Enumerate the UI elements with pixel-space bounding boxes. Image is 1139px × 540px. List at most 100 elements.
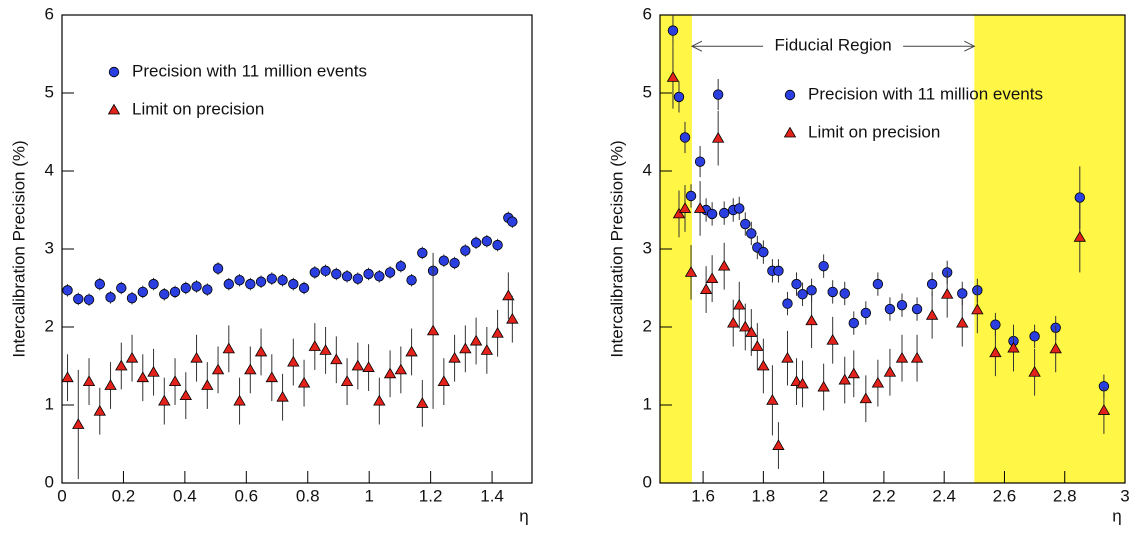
- data-point: [827, 286, 838, 298]
- data-point: [116, 282, 127, 294]
- data-point: [817, 380, 830, 392]
- data-point: [277, 275, 288, 286]
- arrow-head: [964, 40, 976, 52]
- data-point: [910, 351, 924, 363]
- data-point: [125, 351, 139, 363]
- data-point: [884, 303, 896, 315]
- data-point: [838, 373, 851, 385]
- data-point: [449, 257, 460, 269]
- data-point: [374, 271, 385, 282]
- data-point: [426, 324, 440, 336]
- data-point: [373, 394, 386, 406]
- data-point: [244, 363, 257, 375]
- data-point: [739, 320, 752, 332]
- y-tick-label: 3: [45, 238, 54, 257]
- data-point: [158, 394, 171, 406]
- data-point: [223, 278, 235, 290]
- x-tick-label: 2.8: [1053, 486, 1077, 505]
- data-point: [839, 288, 850, 299]
- x-tick-label: 2.4: [932, 486, 956, 505]
- data-point: [480, 344, 494, 355]
- data-point: [699, 283, 713, 294]
- data-point: [211, 363, 225, 375]
- data-point: [136, 371, 149, 383]
- data-point: [481, 235, 493, 247]
- x-tick-label: 2: [819, 486, 828, 505]
- data-point: [745, 326, 758, 337]
- data-point: [666, 71, 680, 82]
- y-tick-label: 4: [643, 160, 652, 179]
- data-point: [781, 351, 794, 363]
- legend-marker: [783, 126, 797, 138]
- data-point: [460, 245, 471, 256]
- data-point: [383, 367, 397, 379]
- y-tick-label: 2: [643, 316, 652, 335]
- data-point: [308, 340, 322, 351]
- data-point: [941, 287, 954, 299]
- data-point: [297, 376, 311, 388]
- data-point: [506, 312, 519, 324]
- data-point: [684, 266, 698, 277]
- data-point: [1074, 192, 1085, 203]
- x-tick-label: 1: [364, 486, 373, 505]
- data-point: [740, 218, 751, 230]
- data-point: [1097, 404, 1111, 415]
- x-tick-label: 0.2: [112, 486, 136, 505]
- x-tick-label: 2.2: [872, 486, 896, 505]
- data-point: [1029, 331, 1040, 342]
- data-point: [169, 286, 181, 298]
- data-point: [351, 359, 365, 371]
- y-tick-label: 6: [643, 4, 652, 23]
- data-point: [245, 278, 256, 290]
- data-point: [179, 389, 192, 401]
- y-tick-label: 2: [45, 316, 54, 335]
- data-point: [746, 228, 757, 239]
- data-point: [255, 276, 267, 287]
- data-point: [288, 278, 299, 290]
- data-point: [352, 273, 364, 284]
- arrow-head: [690, 40, 703, 52]
- data-point: [254, 345, 268, 357]
- x-tick-label: 2.6: [993, 486, 1017, 505]
- y-axis-label: Intercalibration Precision (%): [9, 140, 28, 357]
- data-point: [911, 303, 923, 315]
- data-point: [190, 351, 203, 363]
- data-point: [1073, 231, 1086, 242]
- data-point: [733, 298, 746, 310]
- data-point: [956, 316, 969, 328]
- data-point: [459, 342, 472, 354]
- data-point: [94, 278, 105, 290]
- data-point: [790, 375, 803, 387]
- x-tick-label: 0.4: [173, 486, 197, 505]
- data-point: [201, 379, 214, 390]
- data-point: [234, 275, 245, 286]
- data-point: [727, 316, 740, 328]
- data-point: [448, 351, 461, 363]
- data-point: [159, 289, 170, 300]
- data-point: [104, 379, 117, 390]
- data-point: [872, 278, 884, 290]
- data-point: [341, 271, 353, 282]
- data-point: [115, 359, 128, 371]
- data-point: [705, 272, 719, 284]
- data-point: [847, 367, 860, 379]
- data-point: [137, 286, 148, 298]
- y-tick-label: 0: [45, 472, 54, 491]
- y-tick-label: 6: [45, 4, 54, 23]
- y-axis-label: Intercalibration Precision (%): [607, 140, 626, 357]
- data-point: [438, 255, 450, 266]
- data-point: [693, 202, 707, 213]
- x-axis-label: η: [1112, 506, 1121, 525]
- data-point: [734, 203, 745, 214]
- data-point: [896, 299, 908, 311]
- data-point: [990, 319, 1001, 330]
- y-tick-label: 1: [643, 394, 652, 413]
- data-point: [926, 278, 938, 290]
- data-point: [860, 307, 872, 319]
- data-point: [298, 282, 310, 294]
- data-point: [678, 202, 692, 213]
- data-point: [1007, 341, 1020, 353]
- data-point: [491, 326, 504, 338]
- data-point: [1049, 342, 1062, 354]
- data-point: [437, 375, 451, 387]
